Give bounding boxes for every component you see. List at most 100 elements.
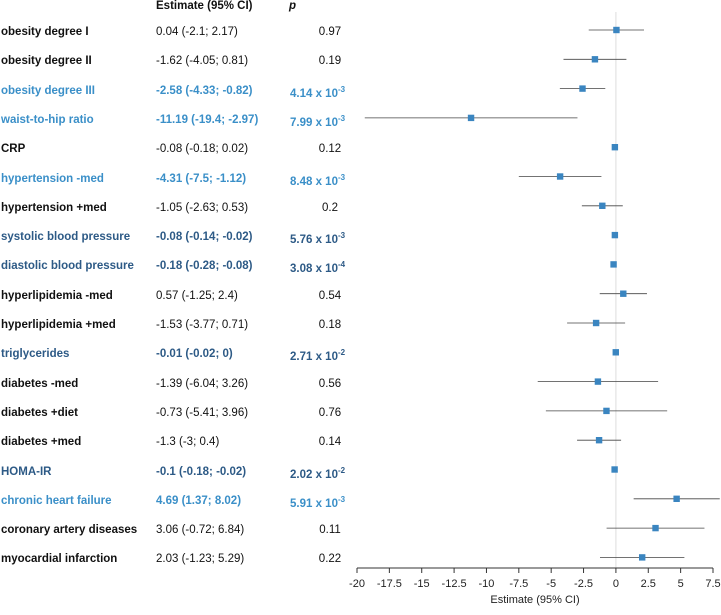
p-value-base: 4.14 x 10 [290, 87, 338, 100]
row-label: obesity degree II [1, 55, 92, 68]
row-label: obesity degree I [1, 26, 89, 38]
row-label: hypertension +med [1, 201, 107, 214]
x-tick-label: -10 [479, 578, 495, 590]
estimate-marker [579, 85, 586, 92]
row-estimate: -11.19 (-19.4; -2.97) [156, 113, 259, 126]
p-value-base: 0.18 [318, 319, 342, 331]
p-value-base: 5.91 x 10 [290, 497, 338, 510]
row-label: obesity degree III [1, 84, 95, 97]
p-value-base: 2.71 x 10 [290, 351, 338, 364]
p-value-exponent: -2 [337, 465, 346, 475]
x-tick-label: -17.5 [377, 578, 402, 590]
p-value-exponent: -3 [337, 84, 346, 94]
estimate-marker [673, 495, 680, 502]
row-label: HOMA-IR [1, 465, 52, 478]
row-label: CRP [1, 143, 26, 156]
p-value-base: 0.97 [318, 26, 342, 38]
row-p-value: 0.18 [300, 319, 360, 331]
estimate-marker [611, 231, 619, 239]
row-estimate: -1.3 (-3; 0.4) [156, 436, 220, 449]
row-label: waist-to-hip ratio [1, 113, 94, 126]
estimate-marker [592, 319, 600, 327]
row-label: hyperlipidemia +med [1, 319, 116, 331]
estimate-marker [652, 524, 659, 532]
p-value-base: 0.11 [319, 524, 341, 537]
row-p-value: 0.76 [300, 407, 360, 419]
p-value-base: 0.22 [318, 553, 342, 566]
p-value-base: 7.99 x 10 [290, 116, 338, 129]
estimate-marker [611, 144, 619, 151]
p-value-base: 8.48 x 10 [290, 175, 338, 188]
estimate-marker [610, 261, 617, 268]
row-estimate: -1.05 (-2.63; 0.53) [156, 201, 249, 214]
row-estimate: 0.57 (-1.25; 2.4) [156, 289, 238, 302]
p-value-exponent: -3 [337, 113, 346, 123]
row-p-value: 4.14 x 10-3 [290, 85, 356, 100]
row-p-value: 0.14 [300, 436, 360, 448]
row-p-value: 0.2 [300, 202, 360, 214]
p-value-exponent: -2 [337, 348, 346, 358]
row-label: diabetes +med [1, 436, 82, 449]
row-estimate: 3.06 (-0.72; 6.84) [156, 524, 245, 537]
row-estimate: 4.69 (1.37; 8.02) [156, 494, 242, 507]
estimate-marker [599, 202, 606, 209]
row-p-value: 5.91 x 10-3 [290, 495, 356, 510]
row-estimate: -2.58 (-4.33; -0.82) [156, 84, 253, 97]
row-p-value: 5.76 x 10-3 [290, 231, 356, 246]
row-label: coronary artery diseases [1, 524, 138, 537]
estimate-marker [638, 554, 646, 561]
row-estimate: -0.18 (-0.28; -0.08) [156, 260, 253, 273]
row-p-value: 0.97 [300, 26, 360, 38]
estimate-marker [613, 26, 620, 34]
row-label: diastolic blood pressure [1, 260, 134, 273]
p-value-base: 0.12 [318, 143, 342, 156]
x-tick-label: -2.5 [574, 578, 593, 590]
row-estimate: -0.01 (-0.02; 0) [156, 348, 233, 361]
x-tick-label: -7.5 [509, 578, 528, 590]
x-axis-title: Estimate (95% CI) [490, 594, 579, 606]
p-value-base: 5.76 x 10 [290, 233, 338, 246]
x-tick-label: 7.5 [705, 578, 720, 590]
row-estimate: -1.62 (-4.05; 0.81) [156, 55, 249, 68]
row-estimate: 0.04 (-2.1; 2.17) [156, 26, 238, 38]
x-tick-label: 0 [613, 578, 619, 590]
estimate-marker [612, 349, 619, 356]
p-value-base: 0.2 [322, 201, 338, 214]
x-tick-label: -20 [349, 578, 365, 590]
row-p-value: 0.19 [300, 55, 360, 67]
row-p-value: 2.02 x 10-2 [290, 466, 356, 481]
p-value-base: 0.76 [318, 406, 342, 419]
p-value-exponent: -3 [337, 494, 346, 504]
x-tick-label: -5 [546, 578, 556, 590]
row-estimate: -1.39 (-6.04; 3.26) [156, 377, 249, 390]
estimate-marker [591, 56, 599, 63]
estimate-marker [603, 407, 610, 415]
estimate-marker [620, 290, 627, 297]
row-p-value: 7.99 x 10-3 [290, 114, 356, 129]
row-p-value: 0.11 [300, 524, 360, 536]
row-label: systolic blood pressure [1, 231, 131, 244]
p-value-exponent: -4 [337, 260, 346, 270]
estimate-marker [467, 114, 475, 122]
p-value-base: 0.56 [318, 377, 342, 390]
row-p-value: 0.54 [300, 290, 360, 302]
p-value-base: 0.19 [318, 55, 342, 68]
row-estimate: -0.73 (-5.41; 3.96) [156, 406, 249, 419]
row-label: diabetes +diet [1, 406, 79, 419]
row-p-value: 0.22 [300, 553, 360, 565]
row-label: chronic heart failure [1, 494, 112, 507]
row-estimate: -4.31 (-7.5; -1.12) [156, 172, 247, 185]
x-tick-label: -12.5 [442, 578, 467, 590]
row-p-value: 3.08 x 10-4 [290, 260, 356, 275]
row-p-value: 2.71 x 10-2 [290, 348, 356, 363]
row-estimate: -0.1 (-0.18; -0.02) [156, 465, 247, 478]
estimate-column-header: Estimate (95% CI) [156, 0, 253, 12]
row-label: hyperlipidemia -med [1, 289, 113, 302]
x-tick-label: 5 [678, 578, 684, 590]
row-estimate: -0.08 (-0.14; -0.02) [156, 231, 253, 244]
estimate-marker [611, 466, 618, 473]
row-label: myocardial infarction [1, 553, 118, 566]
estimate-marker [556, 173, 564, 180]
p-value-column-header: p [289, 0, 297, 12]
